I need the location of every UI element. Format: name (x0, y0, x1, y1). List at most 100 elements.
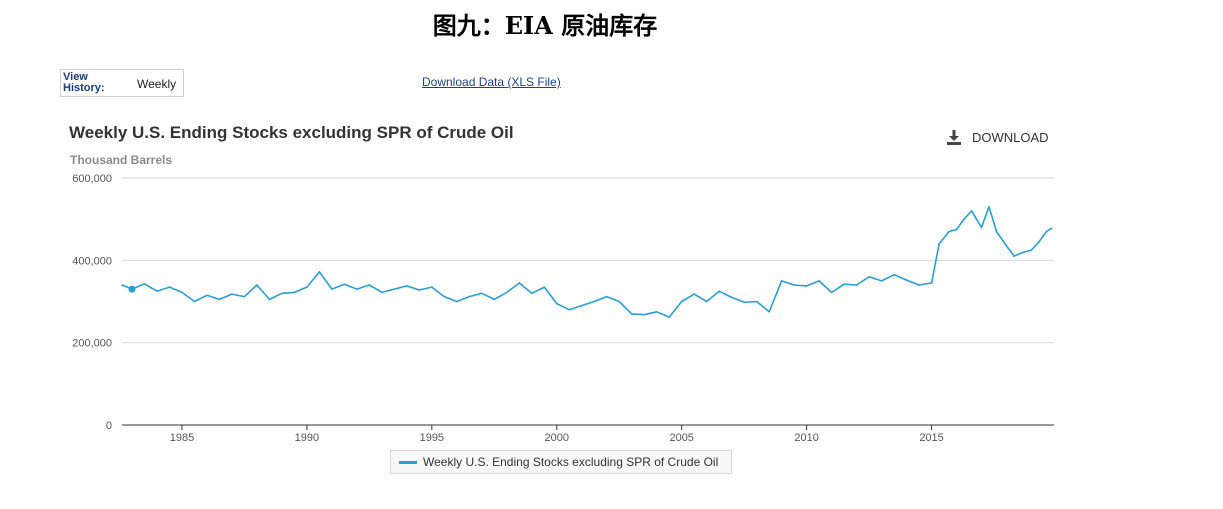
data-point[interactable] (218, 298, 221, 301)
data-point[interactable] (168, 286, 171, 288)
data-point[interactable] (995, 230, 998, 233)
legend-label: Weekly U.S. Ending Stocks excluding SPR … (423, 455, 719, 469)
data-point[interactable] (755, 300, 758, 303)
chart-title: Weekly U.S. Ending Stocks excluding SPR … (69, 123, 514, 142)
data-point[interactable] (356, 288, 358, 290)
data-point[interactable] (121, 284, 123, 286)
data-point[interactable] (256, 284, 258, 286)
download-data-link[interactable]: Download Data (XLS File) (422, 75, 561, 89)
data-point[interactable] (143, 282, 146, 285)
data-point[interactable] (505, 291, 508, 294)
data-point[interactable] (418, 289, 421, 291)
data-point[interactable] (293, 291, 296, 294)
data-point[interactable] (970, 210, 973, 212)
data-point[interactable] (206, 294, 208, 297)
data-point[interactable] (193, 300, 196, 303)
data-point[interactable] (630, 313, 633, 315)
data-point[interactable] (343, 283, 346, 286)
data-point[interactable] (718, 290, 720, 293)
data-point[interactable] (1045, 230, 1048, 233)
data-point[interactable] (805, 285, 808, 287)
data-point[interactable] (905, 279, 908, 281)
x-tick-label: 2005 (669, 432, 693, 444)
data-point[interactable] (768, 310, 770, 313)
data-point[interactable] (456, 300, 458, 303)
data-point[interactable] (830, 291, 833, 294)
data-point[interactable] (743, 301, 745, 304)
data-point[interactable] (281, 292, 283, 295)
data-point[interactable] (128, 285, 136, 293)
data-point[interactable] (918, 284, 920, 286)
data-point[interactable] (605, 295, 608, 298)
data-point[interactable] (988, 206, 990, 208)
data-point[interactable] (381, 291, 383, 294)
data-point[interactable] (231, 293, 233, 295)
data-point[interactable] (930, 282, 933, 284)
data-point[interactable] (780, 280, 783, 282)
download-icon (946, 129, 962, 145)
data-point[interactable] (1038, 241, 1040, 243)
data-point[interactable] (318, 271, 321, 273)
x-tick-label: 1995 (420, 432, 444, 444)
data-point[interactable] (406, 285, 408, 287)
data-point[interactable] (543, 286, 546, 288)
data-point[interactable] (893, 273, 895, 276)
data-point[interactable] (1013, 255, 1015, 258)
x-tick-label: 1990 (295, 432, 319, 444)
data-point[interactable] (818, 280, 820, 282)
figure-title: 图九：EIA 原油库存 (432, 11, 658, 40)
data-point[interactable] (393, 288, 396, 290)
data-point[interactable] (963, 218, 965, 220)
data-point[interactable] (955, 228, 958, 231)
data-point[interactable] (868, 276, 870, 278)
chart-subtitle: Thousand Barrels (70, 153, 173, 167)
data-point[interactable] (530, 292, 533, 295)
data-point[interactable] (1050, 227, 1053, 230)
data-point[interactable] (306, 286, 308, 288)
data-point[interactable] (730, 296, 733, 299)
data-point[interactable] (518, 282, 521, 284)
data-point[interactable] (331, 288, 333, 290)
data-point[interactable] (643, 313, 646, 316)
download-button[interactable]: DOWNLOAD (946, 126, 1049, 148)
data-point[interactable] (568, 308, 571, 311)
data-point[interactable] (268, 298, 271, 301)
data-point[interactable] (668, 316, 671, 318)
data-point[interactable] (1030, 249, 1033, 251)
data-point[interactable] (493, 298, 496, 301)
data-point[interactable] (1020, 252, 1023, 254)
data-point[interactable] (580, 304, 583, 307)
data-point[interactable] (555, 302, 558, 305)
data-point[interactable] (243, 295, 246, 298)
view-history-label: View History: (63, 71, 105, 94)
data-point[interactable] (181, 291, 183, 294)
data-point[interactable] (948, 230, 950, 233)
data-point[interactable] (618, 300, 621, 303)
data-point[interactable] (680, 300, 683, 303)
legend[interactable]: Weekly U.S. Ending Stocks excluding SPR … (390, 450, 732, 474)
data-point[interactable] (431, 286, 433, 288)
x-tick-label: 2000 (545, 432, 569, 444)
data-point[interactable] (855, 284, 858, 286)
data-point[interactable] (593, 300, 596, 303)
view-history-selector[interactable]: View History: Weekly (60, 69, 184, 97)
y-tick-label: 600,000 (72, 173, 112, 185)
data-point[interactable] (793, 284, 795, 286)
data-point[interactable] (443, 295, 446, 298)
x-tick-label: 2010 (794, 432, 818, 444)
data-point[interactable] (368, 284, 371, 286)
data-point[interactable] (1005, 245, 1008, 247)
data-point[interactable] (468, 295, 471, 298)
data-point[interactable] (655, 310, 658, 313)
data-point[interactable] (156, 290, 158, 293)
view-history-value[interactable]: Weekly (137, 77, 177, 91)
data-point[interactable] (843, 283, 845, 286)
data-point[interactable] (938, 243, 940, 245)
data-point[interactable] (705, 300, 708, 303)
data-point[interactable] (880, 280, 883, 282)
data-point[interactable] (980, 226, 983, 229)
series-line[interactable] (121, 206, 1052, 318)
data-point[interactable] (481, 292, 483, 295)
data-point[interactable] (693, 293, 695, 295)
